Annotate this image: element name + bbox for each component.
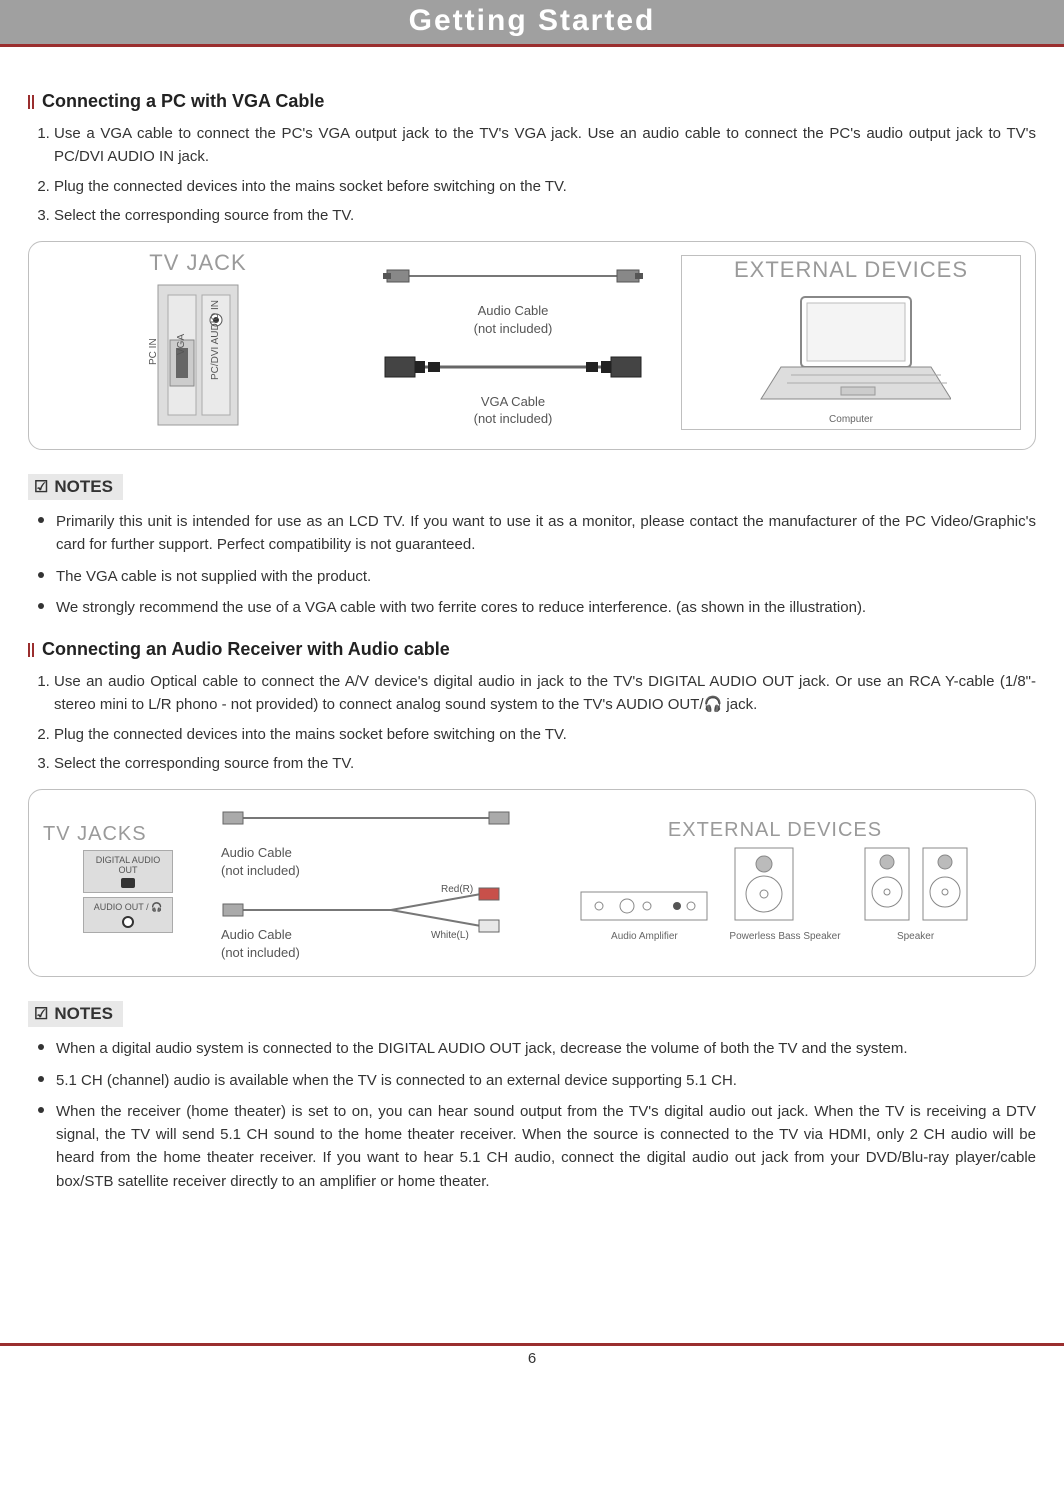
diagram-audio: TV JACKS DIGITAL AUDIO OUT AUDIO OUT / 🎧 (28, 789, 1036, 977)
step: Plug the connected devices into the main… (54, 723, 1036, 746)
note: When the receiver (home theater) is set … (38, 1100, 1036, 1193)
laptop-icon (751, 287, 951, 407)
note: Primarily this unit is intended for use … (38, 510, 1036, 557)
note: The VGA cable is not supplied with the p… (38, 565, 1036, 588)
audio-out-jack: AUDIO OUT / 🎧 (83, 897, 173, 933)
section2-notes: When a digital audio system is connected… (38, 1037, 1036, 1193)
note: 5.1 CH (channel) audio is available when… (38, 1069, 1036, 1092)
section2-steps: Use an audio Optical cable to connect th… (54, 670, 1036, 775)
notes-label: NOTES (28, 1001, 123, 1027)
section1-steps: Use a VGA cable to connect the PC's VGA … (54, 122, 1036, 227)
optical-cable-icon (221, 798, 511, 838)
cable-note: (not included) (221, 863, 521, 879)
jack-label: AUDIO OUT (94, 902, 144, 912)
step: Use an audio Optical cable to connect th… (54, 670, 1036, 717)
page-title: Getting Started (0, 4, 1064, 38)
cable-name: VGA Cable (353, 394, 673, 410)
speaker-icon: Speaker (861, 846, 971, 942)
jack-label: DIGITAL AUDIO OUT (96, 855, 161, 875)
note: We strongly recommend the use of a VGA c… (38, 596, 1036, 619)
tv-panel-icon: VGA PC/DVI AUDIO IN PC IN (138, 280, 258, 430)
svg-text:White(L): White(L) (431, 930, 469, 940)
step: Select the corresponding source from the… (54, 204, 1036, 227)
bass-speaker-icon: Powerless Bass Speaker (729, 846, 840, 942)
note: When a digital audio system is connected… (38, 1037, 1036, 1060)
cable-note: (not included) (221, 945, 521, 961)
header-banner: Getting Started (0, 0, 1064, 47)
cable-name: Audio Cable (221, 845, 521, 861)
content-area: Connecting a PC with VGA Cable Use a VGA… (0, 47, 1064, 1223)
diagram-vga: TV JACK VGA PC/DVI AUDIO IN PC IN (28, 241, 1036, 450)
step: Plug the connected devices into the main… (54, 175, 1036, 198)
cable-name: Audio Cable (353, 303, 673, 319)
cable-note: (not included) (353, 321, 673, 337)
device-label: Computer (688, 414, 1014, 425)
step: Select the corresponding source from the… (54, 752, 1036, 775)
notes-label: NOTES (28, 474, 123, 500)
vga-cable-icon (383, 347, 643, 387)
amplifier-icon: Audio Amplifier (579, 874, 709, 942)
tv-jacks-heading: TV JACKS (43, 823, 213, 846)
section1-notes: Primarily this unit is intended for use … (38, 510, 1036, 619)
page-number: 6 (0, 1346, 1064, 1377)
digital-audio-out-jack: DIGITAL AUDIO OUT (83, 850, 173, 893)
device-label: Speaker (861, 931, 971, 942)
section2-title: Connecting an Audio Receiver with Audio … (28, 639, 1036, 660)
external-devices-heading: EXTERNAL DEVICES (728, 257, 974, 283)
external-devices-heading: EXTERNAL DEVICES (533, 819, 1017, 842)
section1-title: Connecting a PC with VGA Cable (28, 91, 1036, 112)
device-label: Audio Amplifier (579, 931, 709, 942)
svg-text:Red(R): Red(R) (441, 884, 473, 895)
audio-cable-icon (383, 256, 643, 296)
svg-text:PC IN: PC IN (148, 338, 159, 365)
svg-text:VGA: VGA (176, 334, 187, 355)
device-label: Powerless Bass Speaker (729, 931, 840, 942)
step: Use a VGA cable to connect the PC's VGA … (54, 122, 1036, 169)
tv-jack-heading: TV JACK (43, 250, 353, 276)
svg-text:PC/DVI AUDIO IN: PC/DVI AUDIO IN (210, 300, 221, 380)
cable-note: (not included) (353, 411, 673, 427)
